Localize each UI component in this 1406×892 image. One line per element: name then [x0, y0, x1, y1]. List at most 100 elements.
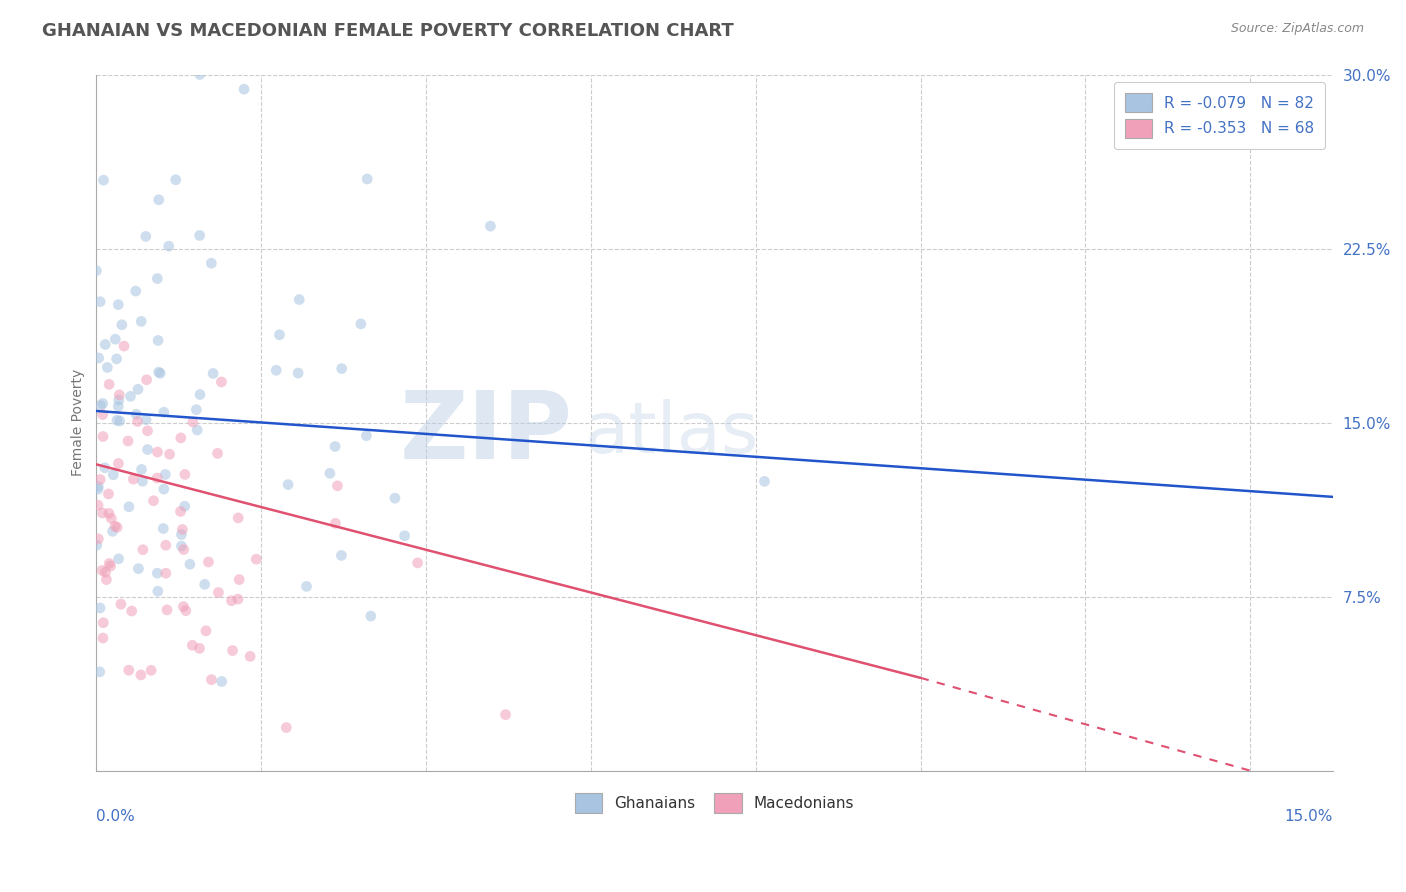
- Point: [159, 447, 181, 461]
- Point: [135, 373, 157, 387]
- Point: [211, 674, 233, 689]
- Point: [146, 566, 169, 581]
- Point: [188, 228, 211, 243]
- Point: [110, 597, 132, 611]
- Point: [117, 434, 139, 448]
- Point: [172, 523, 194, 537]
- Point: [356, 428, 378, 442]
- Text: 15.0%: 15.0%: [1285, 809, 1333, 824]
- Point: [295, 579, 318, 593]
- Point: [173, 542, 195, 557]
- Point: [186, 423, 208, 437]
- Point: [174, 467, 197, 482]
- Point: [132, 542, 155, 557]
- Point: [173, 500, 195, 514]
- Point: [181, 415, 204, 429]
- Point: [142, 493, 165, 508]
- Point: [288, 293, 311, 307]
- Point: [384, 491, 406, 506]
- Point: [170, 539, 193, 553]
- Point: [148, 365, 170, 379]
- Point: [89, 601, 111, 615]
- Point: [149, 366, 172, 380]
- Legend: Ghanaians, Macedonians: Ghanaians, Macedonians: [569, 787, 860, 819]
- Point: [118, 663, 141, 677]
- Point: [107, 392, 129, 407]
- Point: [325, 516, 347, 531]
- Point: [146, 445, 169, 459]
- Point: [97, 507, 120, 521]
- Point: [319, 467, 342, 481]
- Point: [112, 339, 135, 353]
- Point: [98, 377, 121, 392]
- Point: [323, 440, 346, 454]
- Point: [100, 511, 122, 525]
- Point: [287, 366, 309, 380]
- Point: [86, 538, 108, 552]
- Point: [91, 615, 114, 630]
- Point: [207, 446, 229, 460]
- Point: [245, 552, 267, 566]
- Point: [105, 351, 128, 366]
- Point: [98, 557, 121, 571]
- Point: [94, 566, 117, 580]
- Text: atlas: atlas: [585, 399, 759, 467]
- Point: [105, 413, 128, 427]
- Point: [406, 556, 429, 570]
- Point: [179, 558, 201, 572]
- Point: [101, 524, 124, 539]
- Point: [188, 387, 211, 401]
- Point: [188, 641, 211, 656]
- Point: [127, 561, 149, 575]
- Point: [157, 239, 180, 253]
- Point: [155, 538, 177, 552]
- Point: [330, 361, 353, 376]
- Point: [131, 462, 153, 476]
- Point: [91, 631, 114, 645]
- Point: [89, 473, 111, 487]
- Point: [269, 327, 291, 342]
- Point: [105, 520, 128, 534]
- Point: [86, 263, 108, 277]
- Point: [91, 408, 114, 422]
- Point: [107, 552, 129, 566]
- Point: [96, 360, 118, 375]
- Point: [146, 584, 169, 599]
- Point: [87, 532, 110, 546]
- Point: [87, 351, 110, 365]
- Point: [118, 500, 141, 514]
- Point: [87, 498, 110, 512]
- Point: [107, 457, 129, 471]
- Point: [120, 389, 142, 403]
- Point: [146, 471, 169, 485]
- Point: [89, 665, 111, 679]
- Point: [91, 564, 114, 578]
- Point: [200, 256, 222, 270]
- Point: [129, 314, 152, 328]
- Point: [326, 479, 349, 493]
- Point: [356, 172, 378, 186]
- Point: [152, 522, 174, 536]
- Point: [181, 638, 204, 652]
- Point: [127, 382, 149, 396]
- Point: [170, 527, 193, 541]
- Point: [186, 402, 208, 417]
- Point: [90, 399, 112, 413]
- Point: [94, 337, 117, 351]
- Point: [172, 599, 194, 614]
- Text: GHANAIAN VS MACEDONIAN FEMALE POVERTY CORRELATION CHART: GHANAIAN VS MACEDONIAN FEMALE POVERTY CO…: [42, 22, 734, 40]
- Point: [754, 475, 776, 489]
- Point: [87, 483, 110, 497]
- Point: [136, 442, 159, 457]
- Point: [226, 511, 249, 525]
- Point: [153, 405, 176, 419]
- Point: [221, 643, 243, 657]
- Point: [104, 332, 127, 346]
- Text: Source: ZipAtlas.com: Source: ZipAtlas.com: [1230, 22, 1364, 36]
- Point: [135, 413, 157, 427]
- Point: [330, 549, 353, 563]
- Point: [350, 317, 373, 331]
- Point: [104, 519, 127, 533]
- Y-axis label: Female Poverty: Female Poverty: [72, 369, 86, 476]
- Point: [233, 82, 256, 96]
